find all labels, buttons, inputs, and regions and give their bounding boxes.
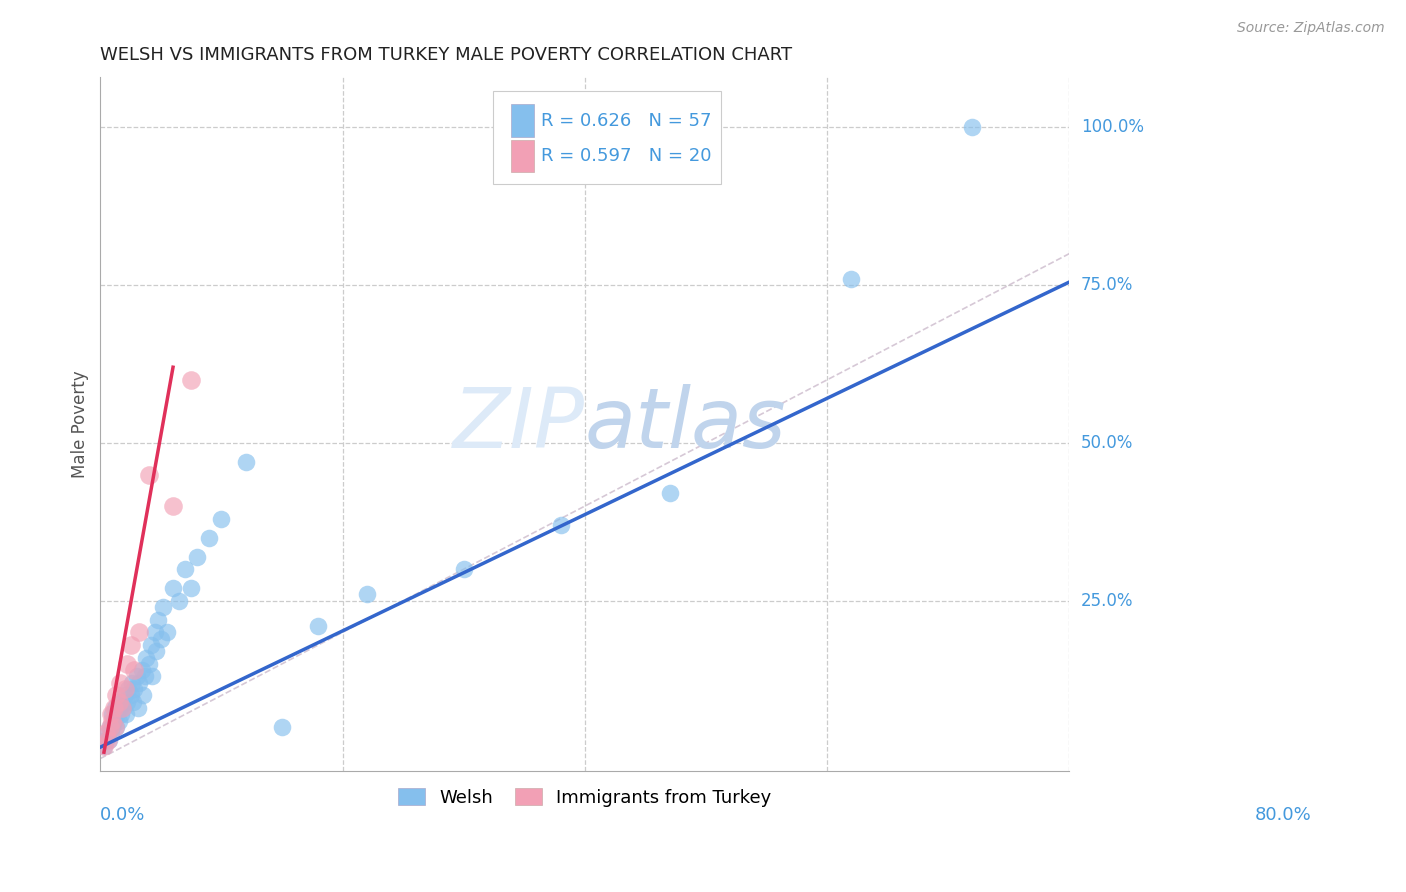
Point	[128, 625, 150, 640]
Point	[101, 714, 124, 728]
Point	[174, 562, 197, 576]
Point	[96, 726, 118, 740]
Point	[145, 644, 167, 658]
Point	[104, 701, 127, 715]
Point	[105, 707, 128, 722]
Point	[186, 549, 208, 564]
Point	[152, 600, 174, 615]
Text: 75.0%: 75.0%	[1081, 277, 1133, 294]
Point	[141, 669, 163, 683]
Point	[120, 689, 142, 703]
Point	[122, 663, 145, 677]
Text: Source: ZipAtlas.com: Source: ZipAtlas.com	[1237, 21, 1385, 35]
Point	[93, 739, 115, 753]
Point	[356, 587, 378, 601]
Point	[114, 707, 136, 722]
Point	[211, 511, 233, 525]
Point	[135, 650, 157, 665]
Point	[841, 272, 863, 286]
Point	[107, 714, 129, 728]
Text: R = 0.626   N = 57: R = 0.626 N = 57	[541, 112, 711, 130]
Point	[117, 682, 139, 697]
Point	[103, 714, 125, 728]
Text: 50.0%: 50.0%	[1081, 434, 1133, 452]
Text: 25.0%: 25.0%	[1081, 591, 1133, 610]
Point	[149, 632, 172, 646]
Point	[125, 669, 148, 683]
Point	[101, 707, 124, 722]
Point	[112, 701, 135, 715]
Point	[120, 638, 142, 652]
Point	[104, 720, 127, 734]
Point	[105, 689, 128, 703]
Point	[98, 720, 121, 734]
Point	[97, 732, 120, 747]
Point	[132, 689, 155, 703]
FancyBboxPatch shape	[494, 91, 720, 185]
Point	[141, 638, 163, 652]
Point	[111, 701, 134, 715]
Point	[180, 373, 202, 387]
Point	[111, 695, 134, 709]
Point	[115, 657, 138, 671]
Point	[110, 707, 132, 722]
Point	[962, 120, 984, 135]
Point	[97, 732, 120, 747]
Point	[93, 739, 115, 753]
FancyBboxPatch shape	[512, 104, 534, 137]
Point	[167, 593, 190, 607]
Point	[114, 689, 136, 703]
Text: 0.0%: 0.0%	[100, 805, 146, 824]
Point	[122, 695, 145, 709]
Text: ZIP: ZIP	[453, 384, 585, 465]
Point	[235, 455, 257, 469]
Point	[101, 720, 124, 734]
Point	[114, 682, 136, 697]
Text: WELSH VS IMMIGRANTS FROM TURKEY MALE POVERTY CORRELATION CHART: WELSH VS IMMIGRANTS FROM TURKEY MALE POV…	[100, 46, 793, 64]
Point	[134, 669, 156, 683]
Point	[148, 613, 170, 627]
Point	[115, 695, 138, 709]
Point	[107, 695, 129, 709]
Point	[271, 720, 294, 734]
Point	[198, 531, 221, 545]
Point	[550, 518, 572, 533]
Point	[453, 562, 475, 576]
Point	[122, 682, 145, 697]
Point	[131, 663, 153, 677]
Text: 80.0%: 80.0%	[1256, 805, 1312, 824]
Point	[162, 499, 184, 513]
Point	[105, 720, 128, 734]
Point	[138, 467, 160, 482]
Point	[96, 732, 118, 747]
FancyBboxPatch shape	[512, 139, 534, 172]
Point	[108, 701, 131, 715]
Text: R = 0.597   N = 20: R = 0.597 N = 20	[541, 147, 711, 165]
Point	[143, 625, 166, 640]
Point	[97, 726, 120, 740]
Text: atlas: atlas	[585, 384, 786, 465]
Point	[138, 657, 160, 671]
Point	[100, 726, 122, 740]
Point	[127, 701, 149, 715]
Y-axis label: Male Poverty: Male Poverty	[72, 370, 89, 478]
Point	[307, 619, 329, 633]
Point	[658, 486, 681, 500]
Point	[156, 625, 179, 640]
Point	[108, 675, 131, 690]
Point	[180, 581, 202, 595]
Point	[128, 675, 150, 690]
Legend: Welsh, Immigrants from Turkey: Welsh, Immigrants from Turkey	[391, 780, 779, 814]
Point	[100, 707, 122, 722]
Point	[103, 701, 125, 715]
Point	[121, 675, 143, 690]
Text: 100.0%: 100.0%	[1081, 119, 1144, 136]
Point	[98, 720, 121, 734]
Point	[162, 581, 184, 595]
